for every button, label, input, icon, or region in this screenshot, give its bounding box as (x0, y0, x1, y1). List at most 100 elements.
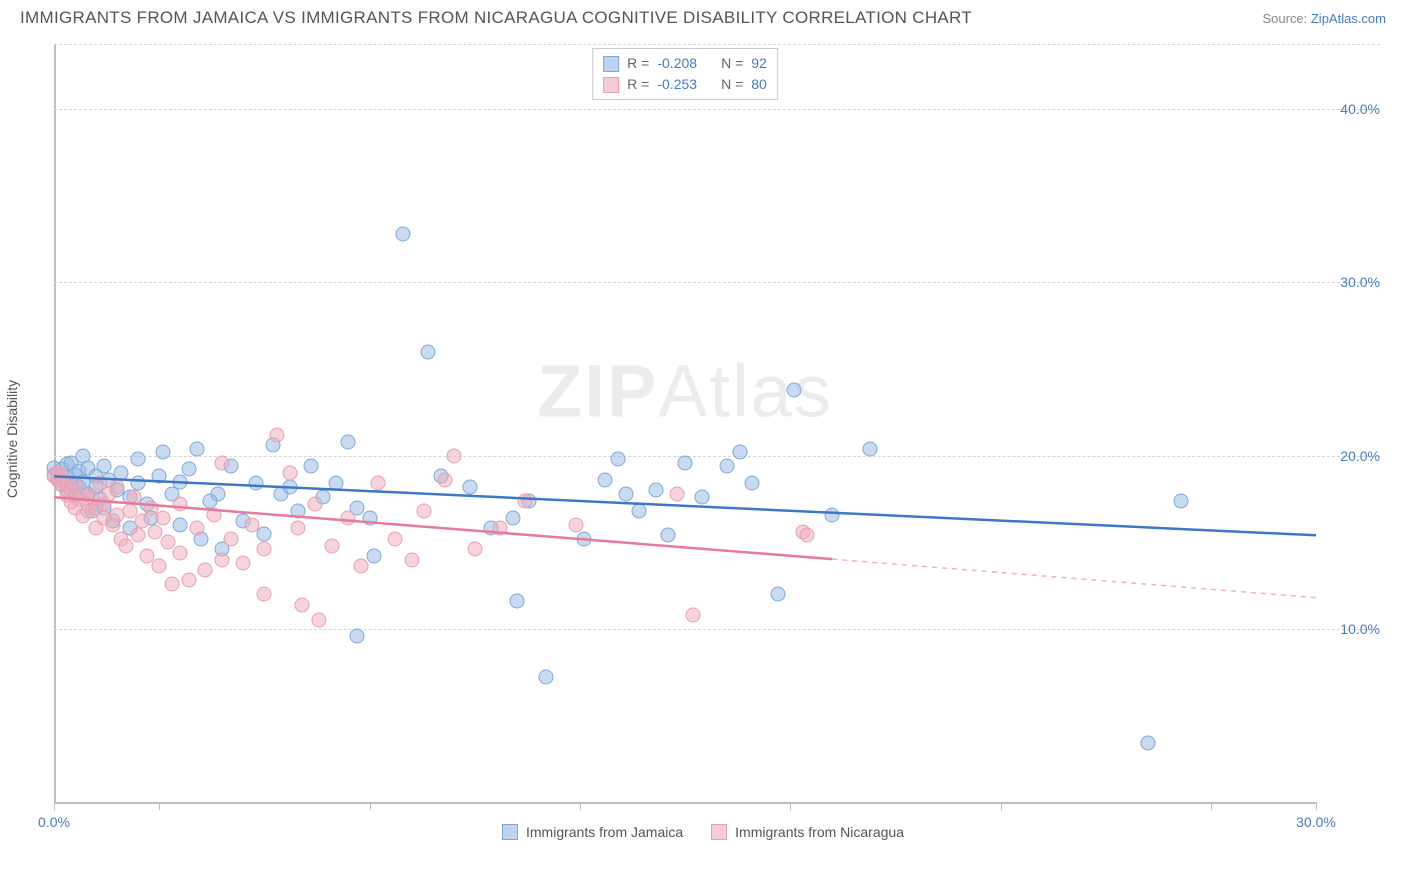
stats-row-jamaica: R = -0.208 N = 92 (603, 53, 767, 74)
data-point (863, 441, 878, 456)
y-tick-label: 20.0% (1324, 448, 1380, 464)
data-point (190, 441, 205, 456)
data-point (577, 531, 592, 546)
chart-container: Cognitive Disability ZIPAtlas R = -0.208… (20, 34, 1386, 844)
x-tick (159, 802, 160, 810)
data-point (341, 434, 356, 449)
source-label: Source: ZipAtlas.com (1262, 11, 1386, 26)
trend-lines (54, 40, 1316, 802)
data-point (328, 476, 343, 491)
data-point (492, 521, 507, 536)
data-point (387, 531, 402, 546)
data-point (568, 517, 583, 532)
x-tick (1316, 802, 1317, 810)
data-point (248, 476, 263, 491)
data-point (114, 465, 129, 480)
source-link[interactable]: ZipAtlas.com (1311, 11, 1386, 26)
data-point (1174, 493, 1189, 508)
stats-legend-box: R = -0.208 N = 92 R = -0.253 N = 80 (592, 48, 778, 100)
data-point (257, 587, 272, 602)
data-point (417, 504, 432, 519)
data-point (97, 459, 112, 474)
plot-area: ZIPAtlas R = -0.208 N = 92 R = -0.253 N … (54, 40, 1316, 804)
data-point (648, 483, 663, 498)
data-point (619, 486, 634, 501)
data-point (610, 452, 625, 467)
data-point (236, 556, 251, 571)
data-point (509, 594, 524, 609)
data-point (396, 226, 411, 241)
data-point (467, 542, 482, 557)
data-point (282, 479, 297, 494)
data-point (349, 628, 364, 643)
x-tick (580, 802, 581, 810)
gridline (54, 629, 1380, 630)
data-point (257, 542, 272, 557)
data-point (164, 576, 179, 591)
data-point (173, 497, 188, 512)
data-point (122, 504, 137, 519)
data-point (404, 552, 419, 567)
data-point (770, 587, 785, 602)
data-point (211, 486, 226, 501)
data-point (678, 455, 693, 470)
data-point (825, 507, 840, 522)
gridline (54, 456, 1380, 457)
data-point (539, 670, 554, 685)
data-point (421, 344, 436, 359)
data-point (745, 476, 760, 491)
data-point (505, 510, 520, 525)
data-point (131, 476, 146, 491)
gridline (54, 44, 1380, 45)
swatch-nicaragua-icon (603, 77, 619, 93)
data-point (303, 459, 318, 474)
data-point (181, 462, 196, 477)
data-point (366, 549, 381, 564)
data-point (181, 573, 196, 588)
swatch-jamaica-icon (502, 824, 518, 840)
legend-item-nicaragua: Immigrants from Nicaragua (711, 824, 904, 840)
x-tick (1211, 802, 1212, 810)
data-point (463, 479, 478, 494)
data-point (215, 455, 230, 470)
y-tick-label: 40.0% (1324, 101, 1380, 117)
data-point (269, 427, 284, 442)
data-point (598, 472, 613, 487)
y-axis-label: Cognitive Disability (4, 380, 20, 498)
data-point (223, 531, 238, 546)
data-point (787, 382, 802, 397)
chart-title: IMMIGRANTS FROM JAMAICA VS IMMIGRANTS FR… (20, 8, 972, 28)
data-point (257, 526, 272, 541)
data-point (446, 448, 461, 463)
data-point (362, 510, 377, 525)
data-point (518, 493, 533, 508)
data-point (438, 472, 453, 487)
data-point (135, 514, 150, 529)
data-point (139, 549, 154, 564)
data-point (126, 490, 141, 505)
header-bar: IMMIGRANTS FROM JAMAICA VS IMMIGRANTS FR… (0, 0, 1406, 34)
y-tick-label: 30.0% (1324, 274, 1380, 290)
data-point (312, 613, 327, 628)
gridline (54, 282, 1380, 283)
data-point (370, 476, 385, 491)
bottom-legend: Immigrants from Jamaica Immigrants from … (20, 824, 1386, 840)
data-point (1140, 736, 1155, 751)
data-point (173, 517, 188, 532)
data-point (131, 452, 146, 467)
data-point (190, 521, 205, 536)
data-point (661, 528, 676, 543)
data-point (206, 507, 221, 522)
x-tick (54, 802, 55, 810)
data-point (282, 465, 297, 480)
data-point (686, 607, 701, 622)
stats-row-nicaragua: R = -0.253 N = 80 (603, 74, 767, 95)
data-point (110, 479, 125, 494)
y-axis-line (54, 44, 56, 802)
data-point (669, 486, 684, 501)
data-point (631, 504, 646, 519)
data-point (290, 504, 305, 519)
gridline (54, 109, 1380, 110)
data-point (118, 538, 133, 553)
data-point (290, 521, 305, 536)
